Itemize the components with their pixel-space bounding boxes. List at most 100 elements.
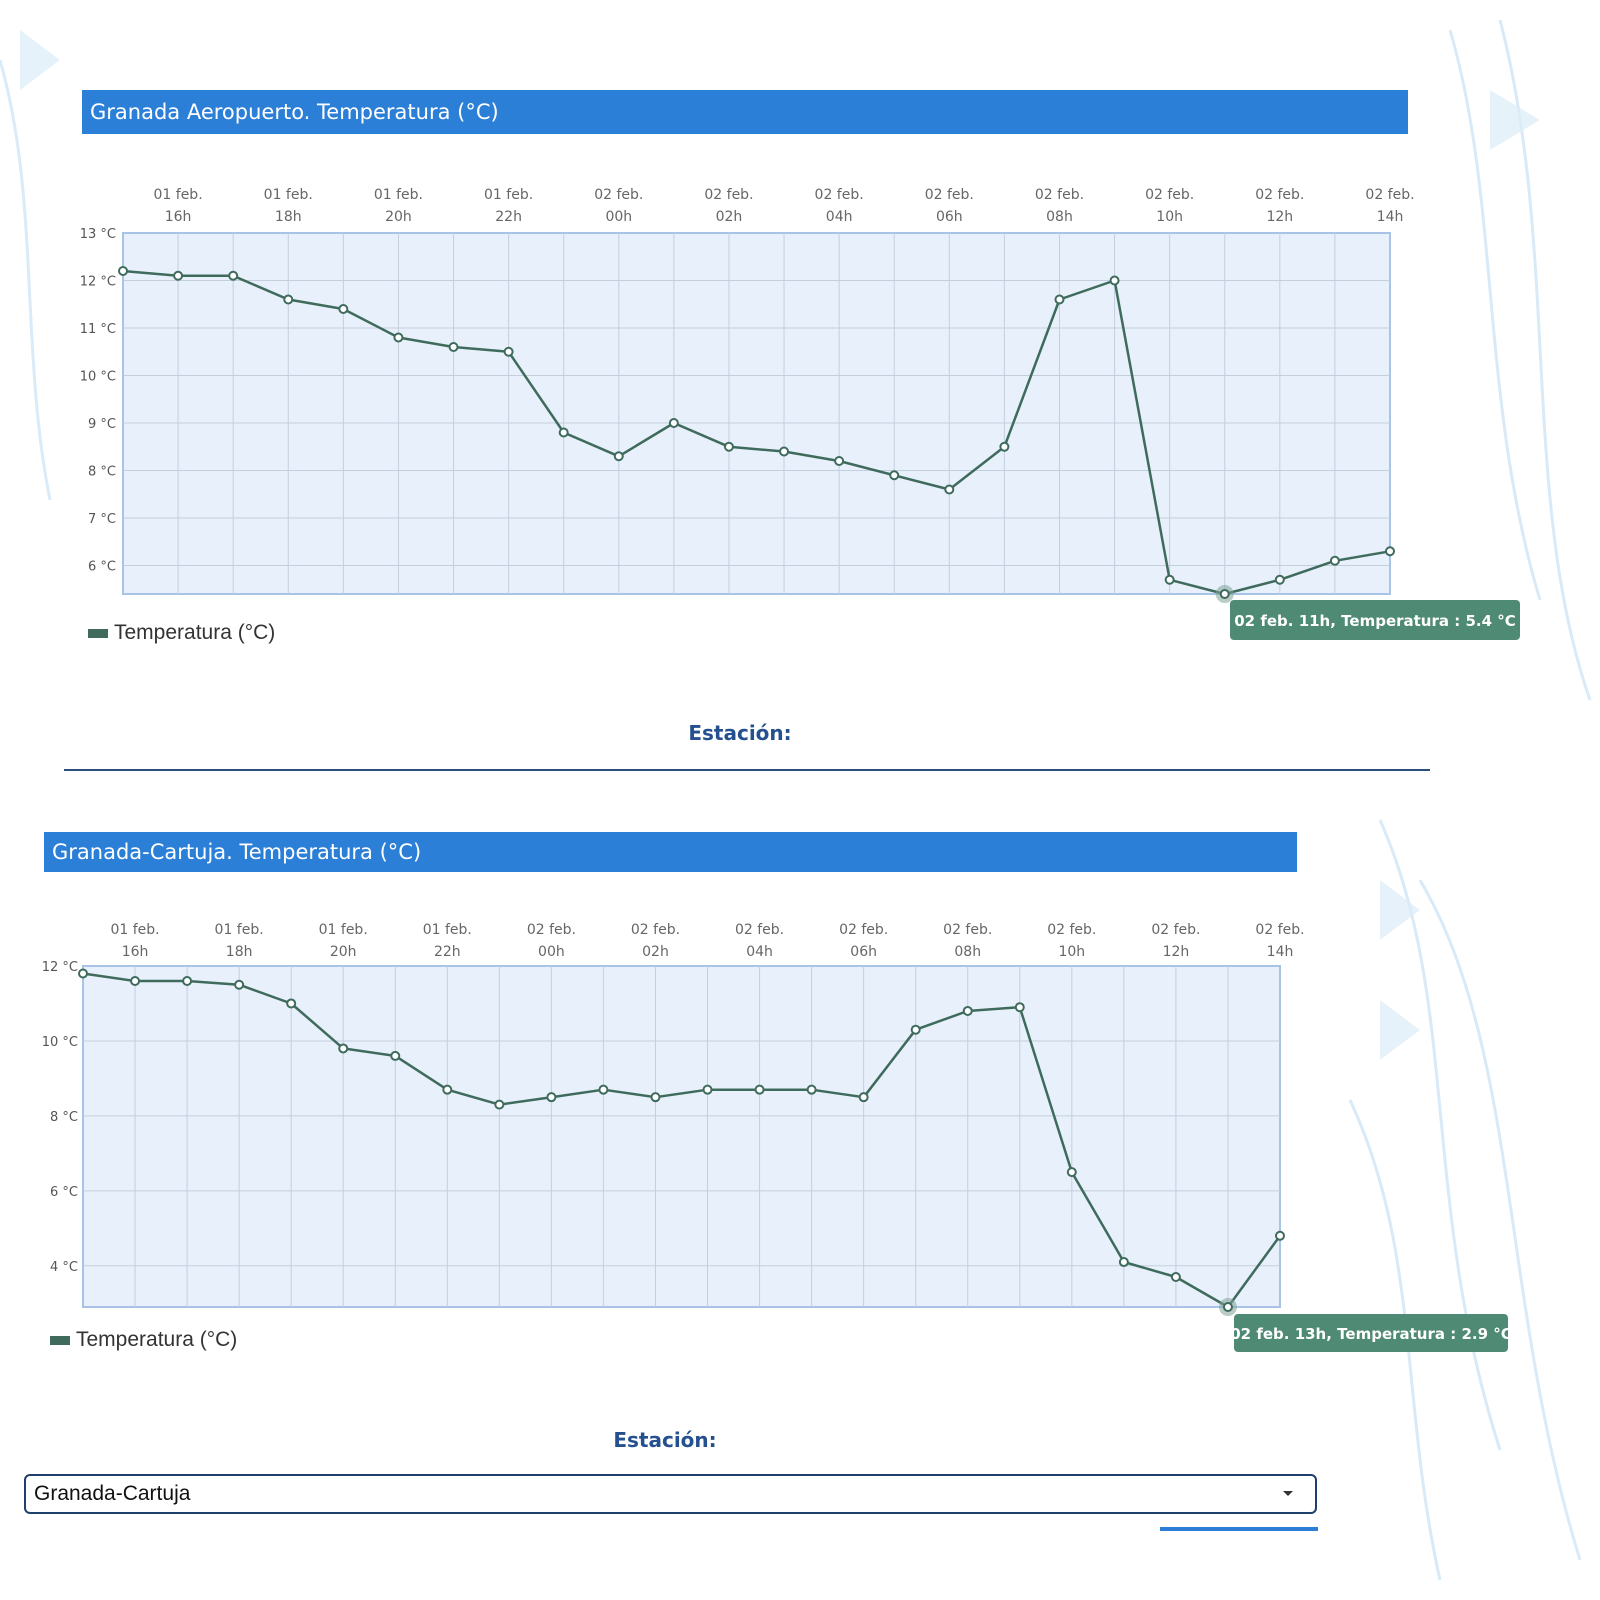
data-point: [173, 270, 184, 281]
data-point: [182, 975, 193, 986]
x-tick-label: 02 feb.: [704, 187, 753, 203]
data-point: [130, 975, 141, 986]
data-point: [598, 1084, 609, 1095]
data-point: [1329, 555, 1340, 566]
x-tick-label: 01 feb.: [374, 187, 423, 203]
data-point: [442, 1084, 453, 1095]
chevron-down-icon: [1283, 1491, 1293, 1496]
data-point: [1118, 1257, 1129, 1268]
x-tick-label: 02 feb.: [839, 922, 888, 938]
legend-label: Temperatura (°C): [114, 621, 276, 644]
data-point: [962, 1005, 973, 1016]
data-point: [1066, 1167, 1077, 1178]
data-point: [944, 484, 955, 495]
tooltip-text: 02 feb. 13h, Temperatura : 2.9 °C: [1230, 1325, 1512, 1343]
chart-legend[interactable]: Temperatura (°C): [50, 1328, 237, 1352]
x-tick-label: 02 feb.: [1145, 187, 1194, 203]
x-tick-label: 01 feb.: [423, 922, 472, 938]
x-tick-label: 10h: [1156, 209, 1183, 225]
data-point: [503, 346, 514, 357]
station-select[interactable]: Granada-Cartuja: [24, 1474, 1317, 1514]
data-point: [1385, 546, 1395, 557]
station-select-value: Granada-Cartuja: [34, 1482, 191, 1505]
x-tick-label: 02h: [642, 944, 669, 960]
plot-area: [122, 232, 1391, 595]
y-tick-label: 6 °C: [88, 560, 116, 575]
x-tick-label: 02 feb.: [527, 922, 576, 938]
data-point: [228, 270, 239, 281]
series-line: [122, 269, 1391, 596]
x-tick-label: 20h: [385, 209, 412, 225]
data-point: [1054, 294, 1065, 305]
data-point: [999, 441, 1010, 452]
data-point: [858, 1092, 869, 1103]
legend-label: Temperatura (°C): [76, 1328, 238, 1351]
data-point: [546, 1092, 557, 1103]
x-tick-label: 01 feb.: [110, 922, 159, 938]
data-point: [393, 332, 404, 343]
temperature-line-chart-aeropuerto: 13 °C 12 °C 11 °C 10 °C 9 °C 8 °C 7 °C 6 °C 01 f…: [80, 187, 1520, 640]
x-tick-label: 16h: [122, 944, 149, 960]
station-panel-cartuja: Granada-Cartuja. Temperatura (°C) Temper…: [22, 815, 1352, 1585]
x-tick-label: 06h: [850, 944, 877, 960]
data-point: [1222, 1302, 1233, 1312]
plot-area: [82, 965, 1281, 1308]
data-point: [338, 1043, 349, 1054]
x-tick-label: 14h: [1267, 944, 1294, 960]
x-tick-label: 06h: [936, 209, 963, 225]
chart-title-bar: Granada Aeropuerto. Temperatura (°C): [82, 90, 1408, 134]
y-tick-label: 9 °C: [88, 417, 116, 432]
y-tick-label: 4 °C: [50, 1260, 78, 1275]
legend-swatch: [88, 628, 108, 638]
y-tick-label: 10 °C: [80, 370, 116, 385]
data-point: [1219, 589, 1230, 599]
y-tick-label: 12 °C: [80, 275, 116, 290]
tooltip-box: [1230, 600, 1520, 640]
data-point: [723, 441, 734, 452]
x-tick-label: 02 feb.: [1255, 922, 1304, 938]
x-tick-label: 08h: [954, 944, 981, 960]
x-tick-label: 01 feb.: [215, 922, 264, 938]
x-tick-label: 01 feb.: [484, 187, 533, 203]
y-tick-label: 8 °C: [88, 465, 116, 480]
data-point: [234, 979, 245, 990]
tooltip-box: [1234, 1314, 1508, 1352]
x-tick-label: 18h: [226, 944, 253, 960]
x-tick-label: 10h: [1058, 944, 1085, 960]
x-tick-label: 04h: [826, 209, 853, 225]
station-label: Estación:: [613, 1428, 717, 1452]
x-tick-label: 04h: [746, 944, 773, 960]
x-tick-label: 22h: [495, 209, 522, 225]
data-point: [806, 1084, 817, 1095]
x-tick-label: 00h: [538, 944, 565, 960]
tooltip-text: 02 feb. 11h, Temperatura : 5.4 °C: [1234, 612, 1516, 630]
data-point: [834, 456, 845, 466]
y-tick-label: 12 °C: [42, 960, 78, 975]
x-tick-label: 02 feb.: [1255, 187, 1304, 203]
x-tick-label: 01 feb.: [264, 187, 313, 203]
x-tick-label: 02 feb.: [1151, 922, 1200, 938]
tooltip: 02 feb. 11h, Temperatura : 5.4 °C: [1230, 600, 1520, 640]
x-tick-label: 02 feb.: [1035, 187, 1084, 203]
x-tick-label: 01 feb.: [319, 922, 368, 938]
x-tick-label: 20h: [330, 944, 357, 960]
data-point: [910, 1024, 921, 1035]
legend-swatch: [50, 1335, 70, 1345]
x-tick-label: 08h: [1046, 209, 1073, 225]
data-point: [668, 418, 679, 428]
x-tick-label: 12h: [1163, 944, 1190, 960]
data-point: [1109, 275, 1120, 286]
series-line: [82, 972, 1282, 1309]
x-tick-label: 02 feb.: [735, 922, 784, 938]
data-point: [1274, 574, 1285, 585]
data-point: [338, 304, 349, 314]
chart-legend[interactable]: Temperatura (°C): [88, 621, 275, 645]
x-tick-label: 02 feb.: [1365, 187, 1414, 203]
y-tick-label: 8 °C: [50, 1110, 78, 1125]
data-point: [1275, 1230, 1285, 1241]
x-tick-label: 14h: [1377, 209, 1404, 225]
data-point: [1014, 1002, 1025, 1013]
x-tick-label: 02h: [716, 209, 743, 225]
data-point: [702, 1084, 713, 1095]
y-tick-label: 13 °C: [80, 227, 116, 242]
